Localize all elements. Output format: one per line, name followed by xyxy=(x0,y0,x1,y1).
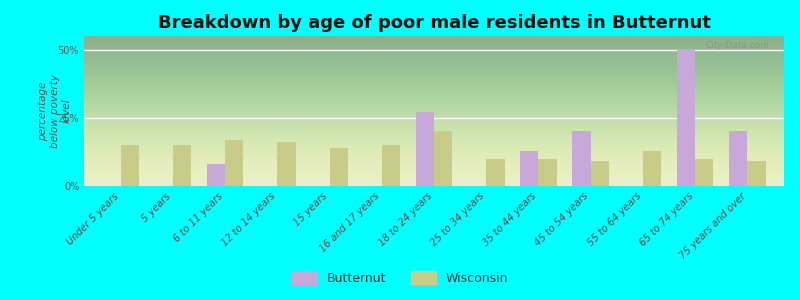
Bar xyxy=(573,131,590,186)
Bar xyxy=(416,112,434,186)
Bar xyxy=(121,145,139,186)
Text: City-Data.com: City-Data.com xyxy=(706,40,770,50)
Bar xyxy=(520,151,538,186)
Bar xyxy=(729,131,747,186)
Bar xyxy=(486,159,505,186)
Bar xyxy=(434,131,452,186)
Bar xyxy=(278,142,295,186)
Bar xyxy=(206,164,225,186)
Bar xyxy=(747,161,766,186)
Legend: Butternut, Wisconsin: Butternut, Wisconsin xyxy=(286,265,514,291)
Bar xyxy=(677,50,695,186)
Bar xyxy=(695,159,714,186)
Bar xyxy=(225,140,243,186)
Bar xyxy=(330,148,348,186)
Bar xyxy=(382,145,400,186)
Bar xyxy=(590,161,609,186)
Bar xyxy=(538,159,557,186)
Bar xyxy=(643,151,662,186)
Bar xyxy=(173,145,191,186)
Y-axis label: percentage
below poverty
level: percentage below poverty level xyxy=(38,74,71,148)
Title: Breakdown by age of poor male residents in Butternut: Breakdown by age of poor male residents … xyxy=(158,14,710,32)
